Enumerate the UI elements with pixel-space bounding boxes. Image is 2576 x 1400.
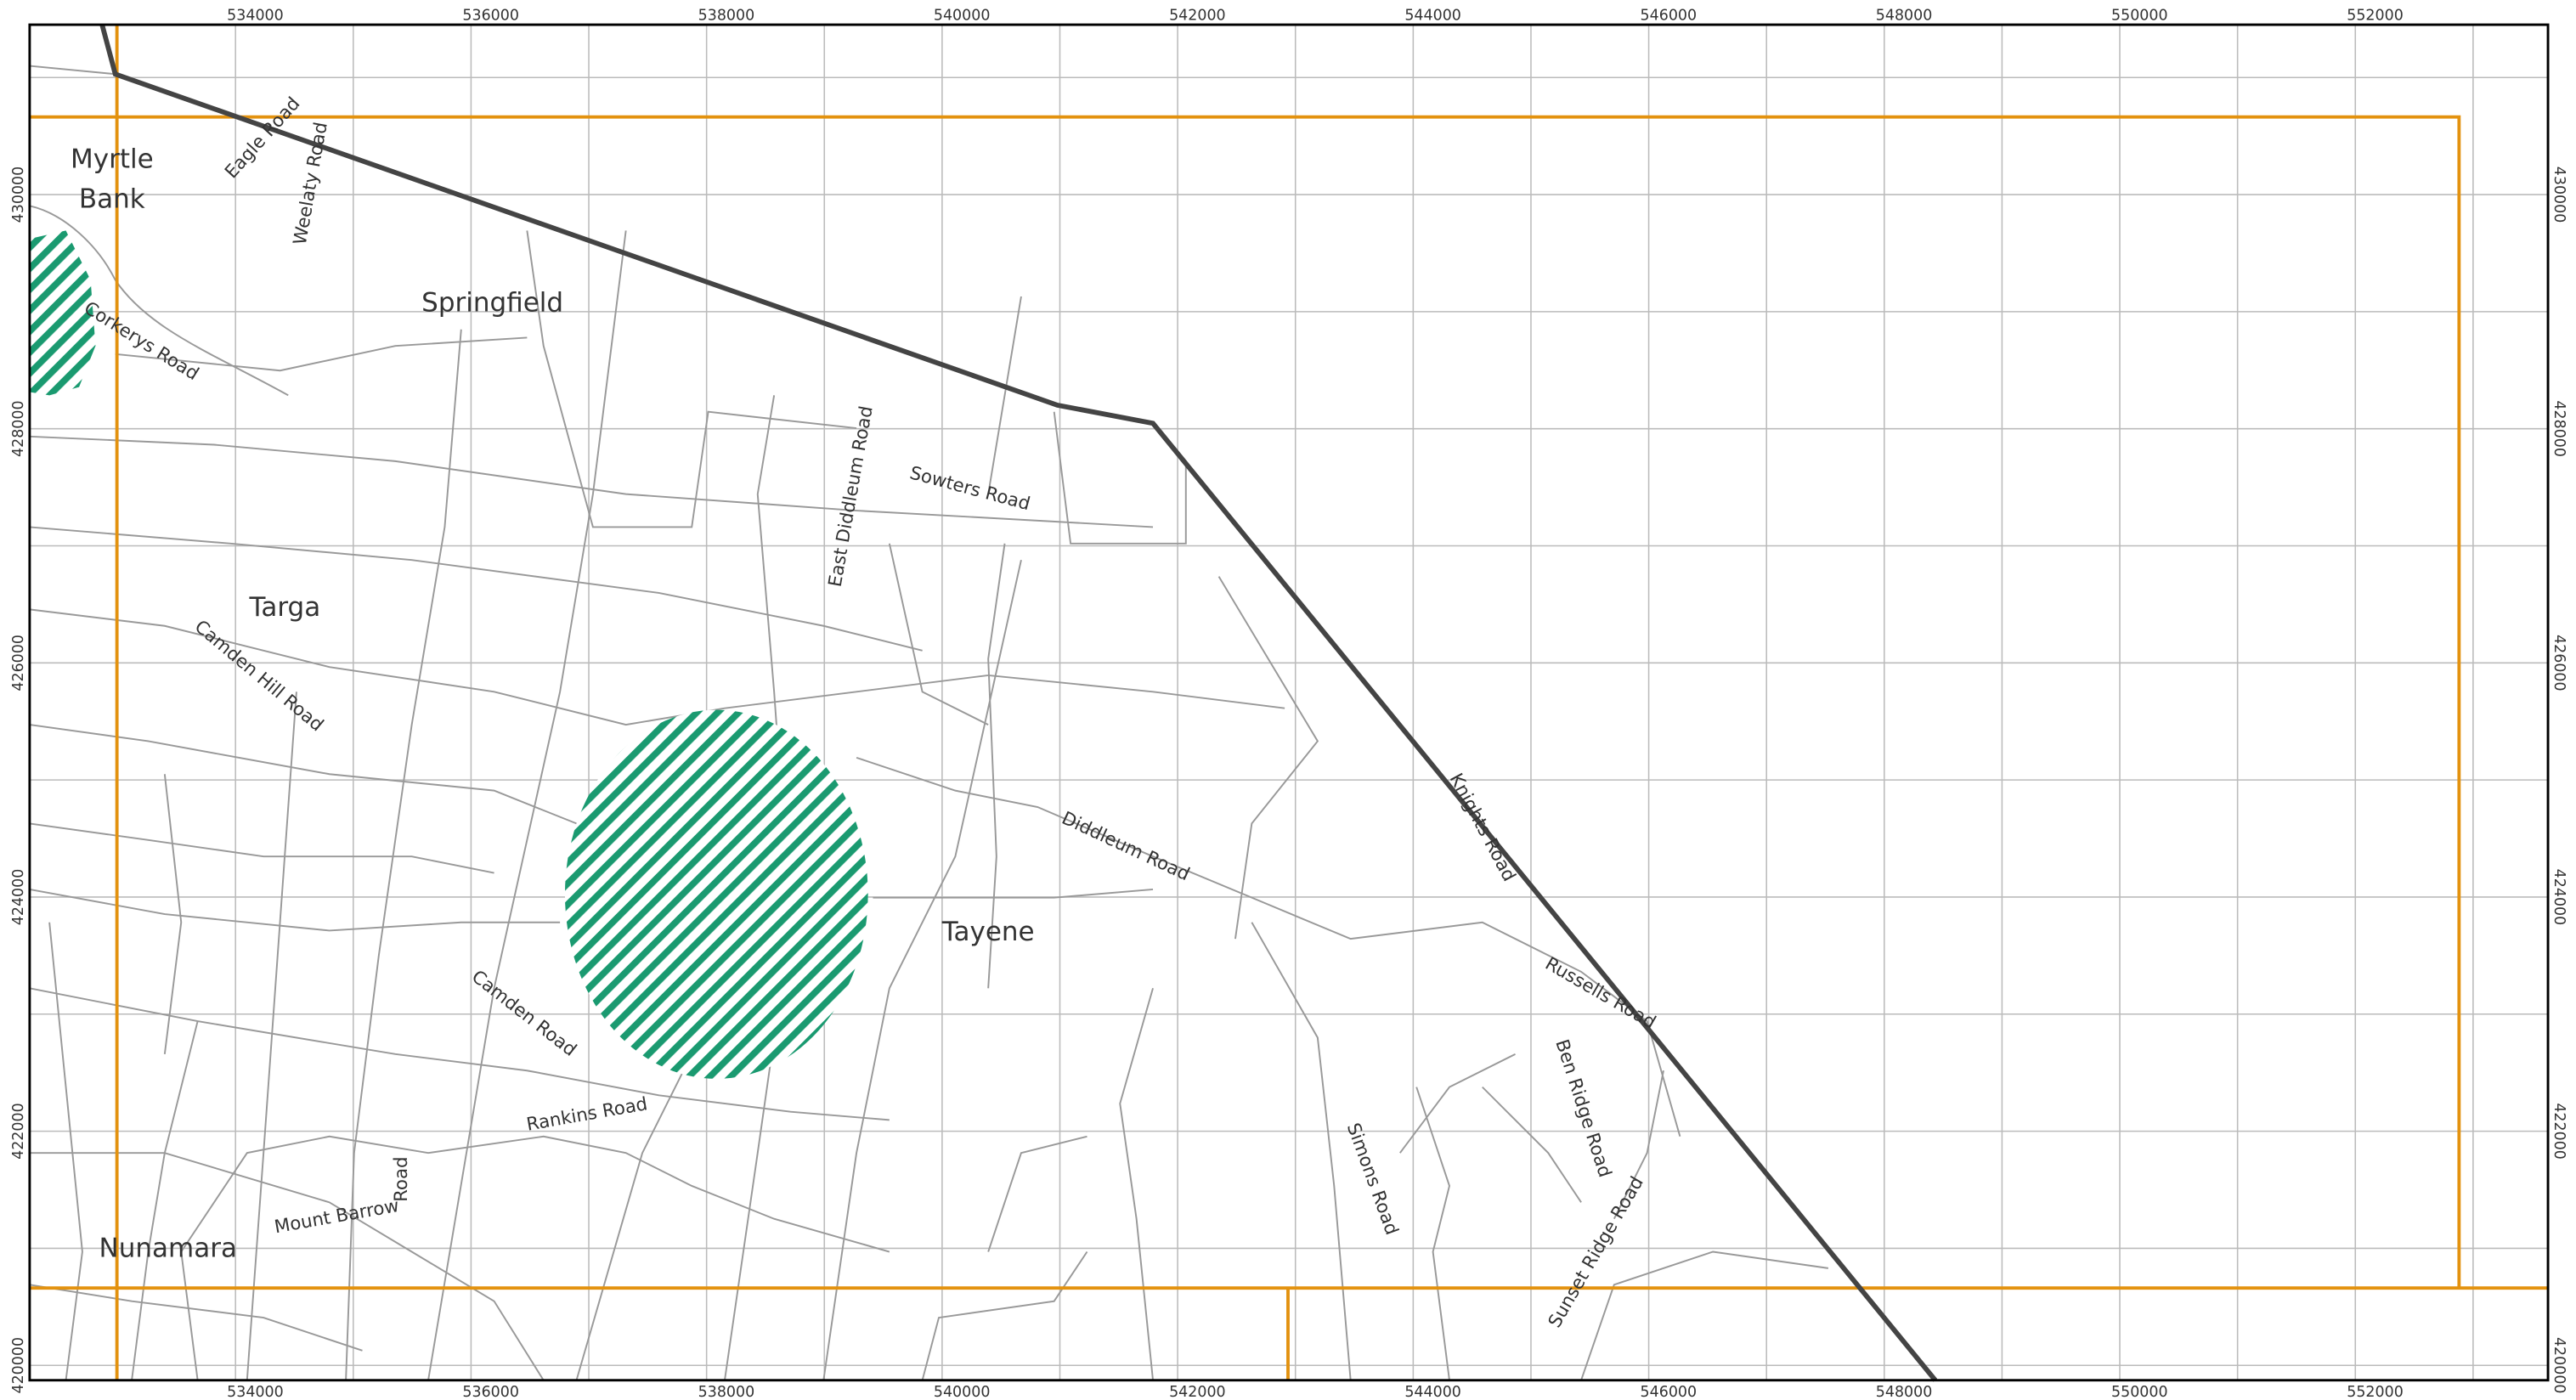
x-tick-label: 544000: [1404, 7, 1461, 24]
map-frame: [28, 23, 2550, 1382]
place-label: Springfield: [421, 287, 563, 318]
y-tick-label: 424000: [10, 869, 27, 926]
y-tick-label: 426000: [10, 635, 27, 692]
x-tick-label: 542000: [1169, 7, 1226, 24]
x-tick-label: 548000: [1876, 1384, 1933, 1400]
x-tick-label: 550000: [2111, 1384, 2168, 1400]
x-tick-label: 546000: [1641, 1384, 1698, 1400]
x-tick-label: 534000: [227, 7, 284, 24]
y-tick-label: 426000: [2551, 635, 2568, 692]
road-label: Road: [391, 1156, 412, 1201]
x-tick-label: 540000: [934, 1384, 991, 1400]
x-tick-label: 542000: [1169, 1384, 1226, 1400]
place-label-line: Bank: [79, 183, 145, 214]
x-tick-label: 540000: [934, 7, 991, 24]
x-tick-label: 538000: [698, 1384, 755, 1400]
x-tick-label: 536000: [462, 7, 519, 24]
y-tick-label: 428000: [2551, 400, 2568, 457]
boundary-line: [99, 24, 1938, 1382]
boundary-orange: [29, 25, 2549, 1380]
place-label: Tayene: [941, 917, 1035, 947]
y-tick-label: 430000: [10, 167, 27, 223]
y-tick-label: 420000: [10, 1337, 27, 1394]
grid: [29, 25, 2549, 1380]
y-tick-label: 422000: [10, 1103, 27, 1160]
x-tick-label: 538000: [698, 7, 755, 24]
x-tick-label: 552000: [2347, 7, 2404, 24]
x-tick-label: 536000: [462, 1384, 519, 1400]
y-tick-label: 424000: [2551, 869, 2568, 926]
hatched-area: [29, 230, 96, 396]
y-tick-label: 420000: [2551, 1337, 2568, 1394]
x-tick-label: 550000: [2111, 7, 2168, 24]
hatched-area: [564, 709, 868, 1079]
x-tick-label: 534000: [227, 1384, 284, 1400]
x-tick-label: 548000: [1876, 7, 1933, 24]
x-tick-label: 552000: [2347, 1384, 2404, 1400]
place-label: Myrtle Bank: [71, 144, 154, 215]
place-label: Targa: [249, 592, 321, 623]
place-label: Nunamara: [99, 1233, 237, 1263]
place-label-line: Myrtle: [71, 144, 154, 175]
y-tick-label: 428000: [10, 400, 27, 457]
roads: [29, 65, 1829, 1381]
x-tick-label: 544000: [1404, 1384, 1461, 1400]
y-tick-label: 430000: [2551, 167, 2568, 223]
y-tick-label: 422000: [2551, 1103, 2568, 1160]
x-tick-label: 546000: [1641, 7, 1698, 24]
